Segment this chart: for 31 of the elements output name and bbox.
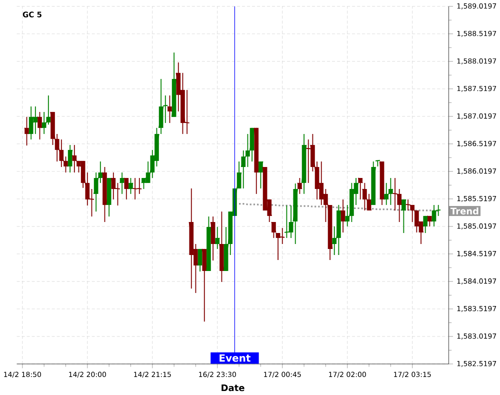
candlestick: [72, 144, 78, 174]
candlestick: [271, 222, 276, 239]
candlestick: [202, 248, 208, 322]
series-label: Trend: [450, 208, 478, 215]
candlestick: [210, 216, 216, 262]
candlestick: [214, 226, 220, 250]
candlestick: [388, 178, 394, 206]
candlestick: [340, 199, 346, 234]
candlestick: [32, 106, 38, 135]
candlestick: [375, 160, 380, 168]
candlestick: [280, 228, 285, 245]
candlestick: [158, 78, 164, 135]
candlestick: [362, 182, 368, 212]
candlestick: [431, 204, 437, 228]
candlestick: [67, 144, 73, 174]
candlestick: [128, 178, 134, 195]
candlestick: [124, 178, 130, 200]
candlestick: [119, 172, 125, 195]
candlestick: [167, 95, 172, 124]
candlestick: [258, 161, 264, 190]
candlestick: [197, 248, 203, 272]
candlestick: [37, 112, 42, 140]
candlestick: [422, 216, 428, 234]
candlestick: [427, 216, 432, 228]
candlestick: [28, 106, 34, 140]
annotation: Event: [220, 354, 251, 362]
candlestick: [110, 172, 116, 200]
candlestick: [401, 199, 406, 234]
candlestick: [24, 116, 30, 146]
x-axis-title: Date: [222, 384, 244, 392]
candlestick: [297, 178, 302, 195]
